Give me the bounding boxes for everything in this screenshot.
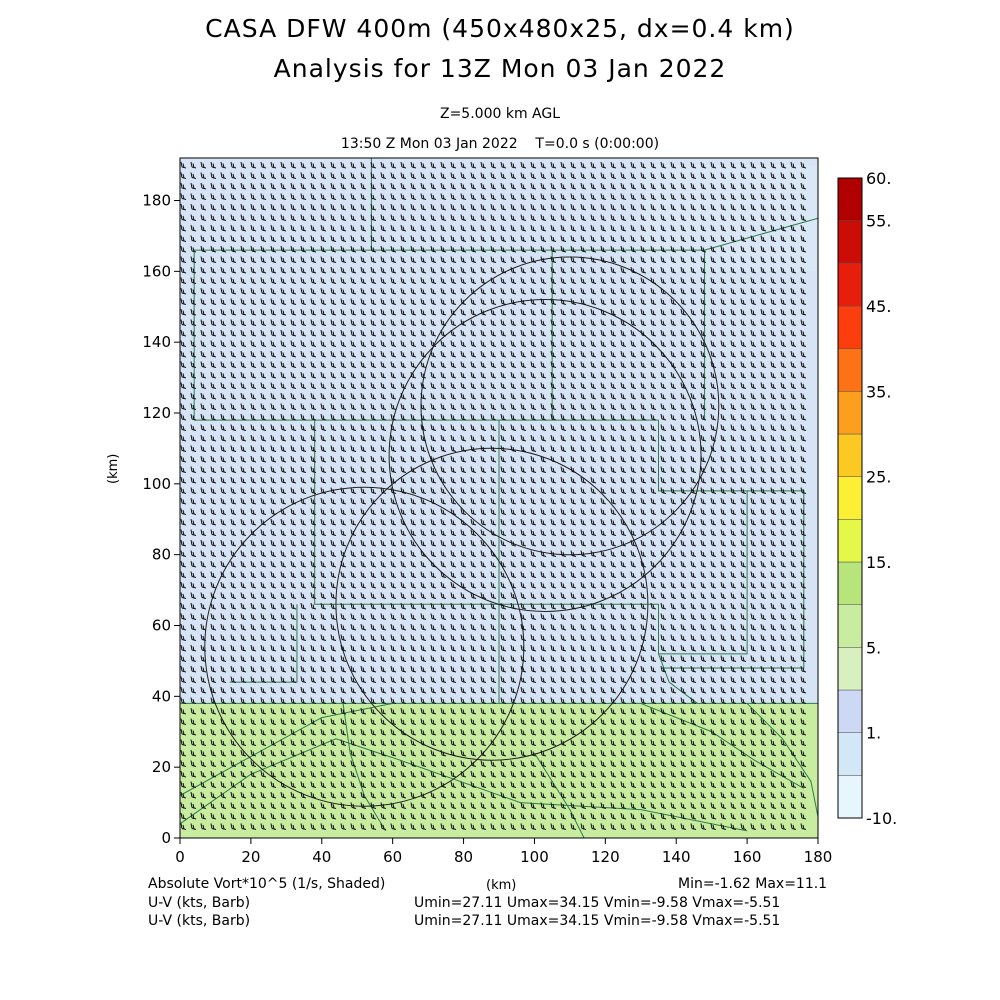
- colorbar-label-0: 60.: [866, 169, 891, 188]
- county-boundary-14: [179, 738, 748, 832]
- wind-barbs: [180, 161, 807, 830]
- x-tick-label-0: 0: [175, 848, 185, 866]
- colorbar-swatch-8: [837, 433, 863, 477]
- x-tick-label-1: 20: [241, 848, 260, 866]
- colorbar-swatch-5: [837, 561, 863, 605]
- y-tick-label-1: 20: [152, 758, 171, 776]
- y-tick-label-7: 140: [142, 333, 171, 351]
- colorbar-swatch-2: [837, 689, 863, 733]
- county-boundary-17: [746, 703, 819, 817]
- county-boundary-10: [499, 420, 748, 655]
- colorbar-swatch-9: [837, 391, 863, 435]
- field-name: Absolute Vort*10^5 (1/s, Shaded): [148, 876, 386, 892]
- wind-label-2: U-V (kts, Barb): [148, 913, 251, 929]
- title-line-2: Analysis for 13Z Mon 03 Jan 2022: [273, 54, 727, 83]
- county-boundary-18: [342, 703, 387, 832]
- colorbar-swatch-3: [837, 647, 863, 691]
- time-label: 13:50 Z Mon 03 Jan 2022 T=0.0 s (0:00:00…: [340, 136, 660, 152]
- x-tick-label-2: 40: [312, 848, 331, 866]
- field-patch: [640, 165, 818, 272]
- x-tick-label-7: 140: [662, 848, 691, 866]
- y-tick-label-6: 120: [142, 404, 171, 422]
- colorbar-label-5: 15.: [866, 553, 891, 572]
- colorbar-label-2: 45.: [866, 297, 891, 316]
- county-boundary-13: [179, 702, 393, 796]
- y-tick-label-5: 100: [142, 475, 171, 493]
- colorbar-label-3: 35.: [866, 382, 891, 401]
- y-tick-label-4: 80: [152, 546, 171, 564]
- x-tick-label-6: 120: [591, 848, 620, 866]
- level-label: Z=5.000 km AGL: [439, 106, 561, 122]
- colorbar-swatch-10: [837, 348, 863, 392]
- colorbar-swatch-4: [837, 604, 863, 648]
- county-boundary-9: [229, 604, 298, 683]
- radar-ring-2: [388, 299, 702, 612]
- radar-ring-0: [204, 486, 525, 807]
- x-tick-label-3: 60: [383, 848, 402, 866]
- y-tick-label-3: 60: [152, 617, 171, 635]
- county-boundary-16: [640, 702, 805, 789]
- title-line-1: CASA DFW 400m (450x480x25, dx=0.4 km): [205, 14, 795, 43]
- x-tick-label-5: 100: [520, 848, 549, 866]
- colorbar-label-6: 5.: [866, 638, 881, 657]
- x-tick-label-8: 160: [733, 848, 762, 866]
- colorbar-label-7: 1.: [866, 724, 881, 743]
- y-tick-label-8: 160: [142, 262, 171, 280]
- colorbar-swatch-6: [837, 519, 863, 563]
- county-boundary-15: [534, 752, 585, 839]
- x-axis-unit: (km): [486, 878, 517, 893]
- wind-label-1: U-V (kts, Barb): [148, 895, 251, 911]
- field-min-max: Min=-1.62 Max=11.1: [678, 876, 828, 892]
- plot-frame: [179, 157, 819, 839]
- y-tick-label-2: 40: [152, 687, 171, 705]
- colorbar-frame: [837, 177, 863, 819]
- county-boundary-7: [314, 420, 500, 605]
- x-tick-label-9: 180: [804, 848, 833, 866]
- x-tick-label-4: 80: [454, 848, 473, 866]
- colorbar-swatch-11: [837, 305, 863, 349]
- colorbar-label-8: -10.: [866, 809, 897, 828]
- colorbar-label-4: 25.: [866, 468, 891, 487]
- colorbar-label-1: 55.: [866, 212, 891, 231]
- y-tick-label-9: 180: [142, 192, 171, 210]
- wind-stats-2: Umin=27.11 Umax=34.15 Vmin=-9.58 Vmax=-5…: [414, 913, 781, 929]
- colorbar-swatch-1: [837, 732, 863, 776]
- y-tick-label-0: 0: [161, 829, 171, 847]
- county-boundary-6: [704, 217, 819, 251]
- wind-stats-1: Umin=27.11 Umax=34.15 Vmin=-9.58 Vmax=-5…: [414, 895, 781, 911]
- colorbar-swatch-0: [837, 775, 863, 819]
- colorbar-swatch-14: [837, 177, 863, 221]
- colorbar-swatch-13: [837, 220, 863, 264]
- colorbar-swatch-12: [837, 263, 863, 307]
- y-axis-unit: (km): [106, 453, 121, 484]
- county-boundary-12: [658, 653, 698, 704]
- colorbar-swatch-7: [837, 476, 863, 520]
